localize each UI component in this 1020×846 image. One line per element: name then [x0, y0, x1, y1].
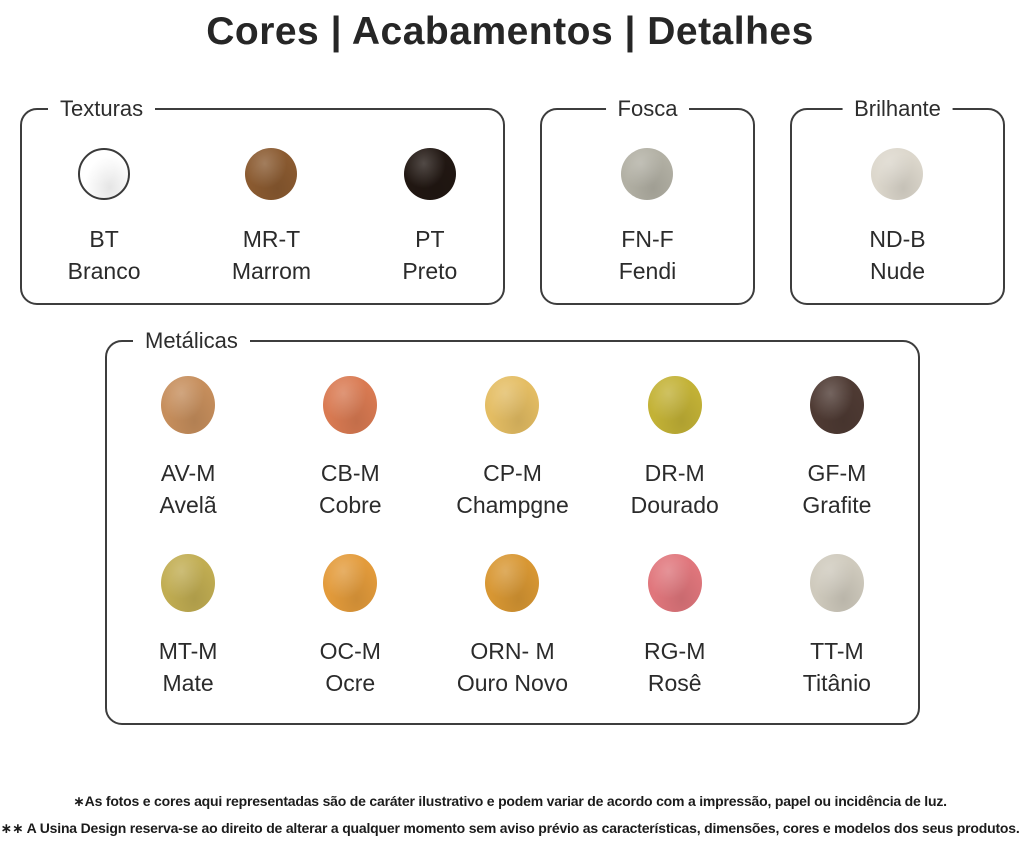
group-label-brilhante: Brilhante	[842, 95, 953, 123]
group-box-fosca: Fosca FN-F Fendi	[540, 95, 755, 305]
color-swatch	[323, 376, 378, 434]
color-swatch	[809, 376, 864, 434]
color-swatch	[245, 148, 298, 200]
swatch-name: Fendi	[618, 258, 677, 284]
swatch-cell: GF-M Grafite	[756, 342, 918, 520]
swatch-cell: AV-M Avelã	[107, 342, 269, 520]
group-box-texturas: Texturas BT Branco MR-T Marrom PT Preto	[20, 95, 505, 305]
swatch-name: Branco	[67, 258, 141, 284]
group-label-texturas: Texturas	[48, 95, 156, 123]
swatch-code: GF-M	[807, 460, 867, 486]
color-swatch	[809, 554, 864, 612]
color-swatch	[485, 376, 540, 434]
swatch-cell: CB-M Cobre	[269, 342, 431, 520]
swatch-code: MR-T	[242, 226, 301, 252]
group-label-metalicas: Metálicas	[133, 327, 250, 355]
swatch-code: AV-M	[160, 460, 216, 486]
swatch-name: Dourado	[630, 492, 719, 518]
swatch-code: BT	[89, 226, 119, 252]
swatch-cell: PT Preto	[402, 110, 457, 286]
swatch-name: Preto	[402, 258, 458, 284]
swatch-code: FN-F	[621, 226, 674, 252]
swatch-code: MT-M	[158, 638, 218, 664]
swatch-name: Rosê	[647, 670, 702, 696]
swatch-code: ORN- M	[470, 638, 555, 664]
swatch-code: PT	[415, 226, 445, 252]
swatch-cell: TT-M Titânio	[756, 520, 918, 698]
color-swatch	[161, 554, 216, 612]
color-swatch	[323, 554, 378, 612]
swatch-cell: MR-T Marrom	[232, 110, 311, 286]
color-swatch	[78, 148, 131, 200]
swatch-code: DR-M	[644, 460, 705, 486]
swatch-cell: RG-M Rosê	[594, 520, 756, 698]
swatch-name: Avelã	[159, 492, 217, 518]
color-swatch	[485, 554, 540, 612]
swatch-cell: DR-M Dourado	[594, 342, 756, 520]
swatch-name: Marrom	[231, 258, 312, 284]
color-swatch	[621, 148, 674, 200]
page-title: Cores | Acabamentos | Detalhes	[206, 10, 814, 53]
color-swatch	[161, 376, 216, 434]
swatch-grid-texturas: BT Branco MR-T Marrom PT Preto	[22, 110, 503, 303]
swatch-name: Titânio	[802, 670, 871, 696]
swatch-cell: ORN- M Ouro Novo	[431, 520, 593, 698]
group-box-metalicas: Metálicas AV-M Avelã CB-M Cobre CP-M Champgne…	[105, 327, 920, 725]
swatch-code: ND-B	[869, 226, 926, 252]
swatch-name: Cobre	[318, 492, 382, 518]
swatch-grid-metalicas: AV-M Avelã CB-M Cobre CP-M Champgne DR-M Dourad…	[107, 342, 918, 698]
swatch-grid-fosca: FN-F Fendi	[542, 110, 753, 303]
swatch-name: Ouro Novo	[456, 670, 569, 696]
swatch-name: Nude	[870, 258, 925, 284]
swatch-name: Grafite	[802, 492, 872, 518]
swatch-cell: CP-M Champgne	[431, 342, 593, 520]
footnotes: ∗As fotos e cores aqui representadas são…	[0, 788, 1020, 842]
color-swatch	[403, 148, 456, 200]
swatch-grid-brilhante: ND-B Nude	[792, 110, 1003, 303]
color-swatch	[647, 554, 702, 612]
swatch-code: CB-M	[320, 460, 380, 486]
footnote-1: ∗As fotos e cores aqui representadas são…	[73, 793, 947, 809]
swatch-cell: FN-F Fendi	[618, 110, 677, 286]
swatch-name: Ocre	[325, 670, 376, 696]
swatch-code: OC-M	[319, 638, 381, 664]
swatch-code: CP-M	[483, 460, 542, 486]
swatch-code: TT-M	[810, 638, 864, 664]
color-swatch	[647, 376, 702, 434]
footnote-2: ∗∗ A Usina Design reserva-se ao direito …	[0, 820, 1020, 836]
swatch-cell: ND-B Nude	[869, 110, 926, 286]
swatch-cell: OC-M Ocre	[269, 520, 431, 698]
group-box-brilhante: Brilhante ND-B Nude	[790, 95, 1005, 305]
swatch-name: Champgne	[456, 492, 569, 518]
swatch-code: RG-M	[644, 638, 706, 664]
color-swatch	[871, 148, 924, 200]
swatch-name: Mate	[162, 670, 214, 696]
swatch-cell: BT Branco	[68, 110, 141, 286]
swatch-cell: MT-M Mate	[107, 520, 269, 698]
group-label-fosca: Fosca	[605, 95, 690, 123]
